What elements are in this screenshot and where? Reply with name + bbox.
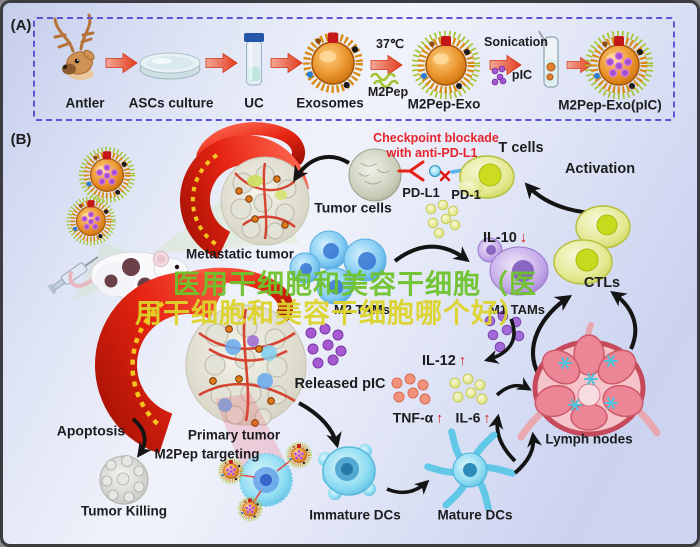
figure-artwork (47, 13, 661, 547)
arrow-to-ctls-left (530, 294, 573, 377)
arrow-m2-to-m1 (393, 244, 470, 263)
temp-label: 37℃ (376, 37, 404, 52)
injected-exosome-icon (69, 199, 114, 244)
sonication-tube-icon (538, 30, 559, 88)
targeting-exosome-icon (219, 459, 243, 483)
m2pep-squiggle-icon (369, 72, 400, 89)
pd-l1-label: PD-L1 (402, 184, 440, 200)
arrow-cytokines-to-lymph (495, 377, 532, 397)
il12-text: IL-12 (421, 353, 456, 370)
arrow-apoptosis (131, 417, 152, 458)
arrow-tumor-to-immdc (298, 401, 342, 449)
pd-1-label: PD-1 (451, 186, 481, 202)
blocked-cross-icon (439, 170, 451, 182)
tnf-label: TNF-α ↑ (392, 409, 444, 426)
lymph-nodes-label: Lymph nodes (545, 431, 633, 447)
released-pic-label: Released pIC (294, 376, 386, 393)
mature-dcs-label: Mature DCs (437, 507, 513, 523)
apoptosis-label: Apoptosis (56, 422, 126, 439)
immature-dcs-label: Immature DCs (309, 507, 401, 523)
il10-text: IL-10 (482, 230, 517, 247)
watermark-line1: 医用干细胞和美容干细胞（医 (173, 269, 537, 300)
il10-down-arrow: ↓ (519, 230, 528, 247)
pd-l1-antibody-icon (397, 160, 425, 182)
tnf-text: TNF-α (392, 409, 434, 426)
il6-text: IL-6 (455, 409, 481, 426)
t-cell-icon (459, 155, 515, 199)
immature-dc-icon (318, 444, 376, 500)
tumor-cells-icon (348, 148, 402, 202)
il12-up-arrow: ↑ (458, 353, 467, 370)
dead-tumor-cell-icon (99, 455, 149, 505)
tnf-up-arrow: ↑ (436, 409, 444, 426)
il6-label: IL-6 ↑ (455, 409, 491, 426)
injected-exosome-icon (82, 150, 133, 201)
arrow-tumorcells-to-metastatic (293, 154, 351, 182)
tnf-dots (391, 373, 431, 405)
panel-a-tag: (A) (10, 16, 32, 34)
il6-up-arrow: ↑ (483, 409, 491, 426)
checkpoint-label-line2: with anti-PD-L1 (386, 146, 478, 161)
petri-dish-icon (139, 52, 201, 80)
deer-antler-icon (53, 13, 95, 80)
m2pep-exo-label: M2Pep-Exo (407, 96, 481, 112)
m2pep-targeting-label: M2Pep targeting (154, 446, 260, 462)
metastatic-tumor-icon (180, 122, 310, 265)
il10-label: IL-10 ↓ (482, 230, 528, 247)
tumor-cells-label: Tumor cells (314, 199, 392, 216)
primary-tumor-label: Primary tumor (187, 427, 281, 443)
lymph-node-icon (517, 322, 661, 441)
m2-tam-cells-icon (289, 230, 387, 305)
ctl-cells-icon (553, 205, 631, 285)
exosomes-label: Exosomes (296, 95, 364, 111)
released-pic-dots (305, 323, 347, 369)
cytokine-dots-yellow (425, 199, 461, 239)
panel-a-box (33, 17, 675, 121)
ascs-culture-label: ASCs culture (128, 95, 214, 111)
m1-tams-label: M1 TAMs (488, 301, 546, 317)
primary-tumor-icon (95, 267, 307, 458)
checkpoint-label-line1: Checkpoint blockade (373, 131, 499, 146)
uc-label: UC (244, 95, 264, 111)
antler-label: Antler (65, 95, 105, 111)
panel-b-tag: (B) (10, 130, 32, 148)
watermark-line2: 用干细胞和美容干细胞哪个好） (135, 298, 527, 329)
syringe-icon (47, 256, 99, 295)
m2-tams-label: M2 TAMs (333, 301, 391, 317)
m1-secretion-dots (484, 310, 525, 353)
m2pep-exo-pic-label: M2Pep-Exo(pIC) (558, 97, 662, 113)
t-cells-label: T cells (498, 140, 544, 157)
arrow-to-ctls-right (610, 290, 638, 350)
metastatic-tumor-label: Metastatic tumor (185, 246, 295, 262)
activation-label: Activation (564, 161, 636, 178)
pic-dots-icon (491, 65, 507, 86)
targeting-exosome-icon (239, 498, 261, 520)
m1-tam-cells-icon (477, 237, 549, 296)
il6-dots (449, 373, 488, 405)
targeting-exosome-icon (287, 443, 311, 467)
uc-tube-icon (244, 33, 264, 86)
mature-dc-icon (424, 428, 516, 512)
arrow-dcs-to-cytokines (488, 413, 517, 463)
arrow-m1-to-il12 (483, 318, 516, 364)
ctls-label: CTLs (583, 275, 621, 292)
sonication-label: Sonication (484, 35, 548, 50)
pd1-dot-icon (429, 165, 441, 177)
il12-label: IL-12 ↑ (421, 353, 467, 370)
targeting-beam (215, 393, 287, 473)
arrow-imm-to-mature (386, 479, 430, 495)
m2pep-label: M2Pep (367, 85, 409, 100)
arrow-mature-to-lymph (513, 431, 543, 475)
tumor-killing-label: Tumor Killing (81, 503, 167, 519)
pic-label: pIC (511, 68, 533, 83)
